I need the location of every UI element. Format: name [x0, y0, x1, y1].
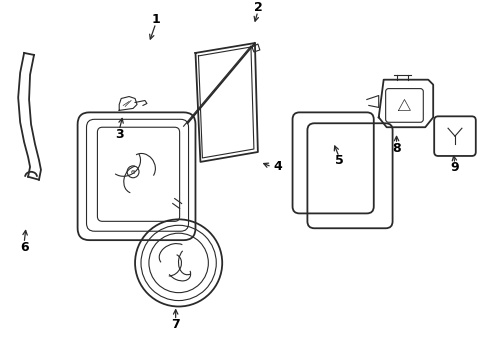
Text: 3: 3	[115, 128, 123, 141]
Text: 7: 7	[172, 318, 180, 331]
Text: e: e	[131, 169, 135, 175]
Text: 6: 6	[20, 240, 28, 253]
Text: 2: 2	[253, 1, 262, 14]
Text: 1: 1	[151, 13, 160, 26]
Text: 4: 4	[273, 160, 282, 174]
Text: 5: 5	[335, 154, 343, 167]
Text: 9: 9	[451, 161, 459, 174]
Text: 8: 8	[392, 141, 401, 154]
